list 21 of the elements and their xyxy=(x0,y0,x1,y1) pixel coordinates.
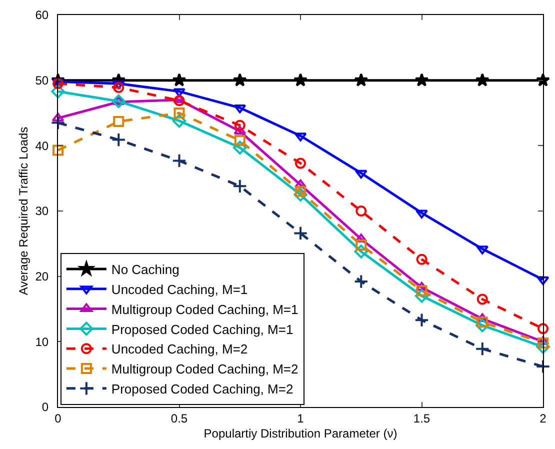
x-tick-label: 0 xyxy=(54,411,62,426)
y-tick-label: 0 xyxy=(42,400,49,414)
x-tick-label: 0.5 xyxy=(170,411,188,426)
y-tick-label: 30 xyxy=(35,204,49,218)
y-tick-label: 50 xyxy=(35,74,49,88)
legend-label: Uncoded Caching, M=2 xyxy=(111,342,248,357)
legend-label: Multigroup Coded Caching, M=1 xyxy=(111,302,298,317)
legend-label: No Caching xyxy=(111,262,180,278)
x-tick-label: 1.5 xyxy=(413,411,430,426)
legend-label: Uncoded Caching, M=1 xyxy=(111,282,248,297)
y-tick-label: 60 xyxy=(35,8,49,22)
legend-label: Proposed Coded Caching, M=2 xyxy=(111,381,294,396)
x-axis-title: Populartiy Distribution Parameter (ν) xyxy=(204,426,398,440)
legend-label: Proposed Coded Caching, M=1 xyxy=(111,322,294,337)
y-tick-label: 20 xyxy=(35,270,49,284)
y-tick-label: 10 xyxy=(35,334,49,349)
y-axis-title: Average Required Traffic Loads xyxy=(16,126,31,296)
x-tick-label: 2 xyxy=(540,411,547,426)
y-tick-label: 40 xyxy=(35,138,49,153)
x-tick-label: 1 xyxy=(297,411,304,426)
legend-label: Multigroup Coded Caching, M=2 xyxy=(111,362,298,377)
